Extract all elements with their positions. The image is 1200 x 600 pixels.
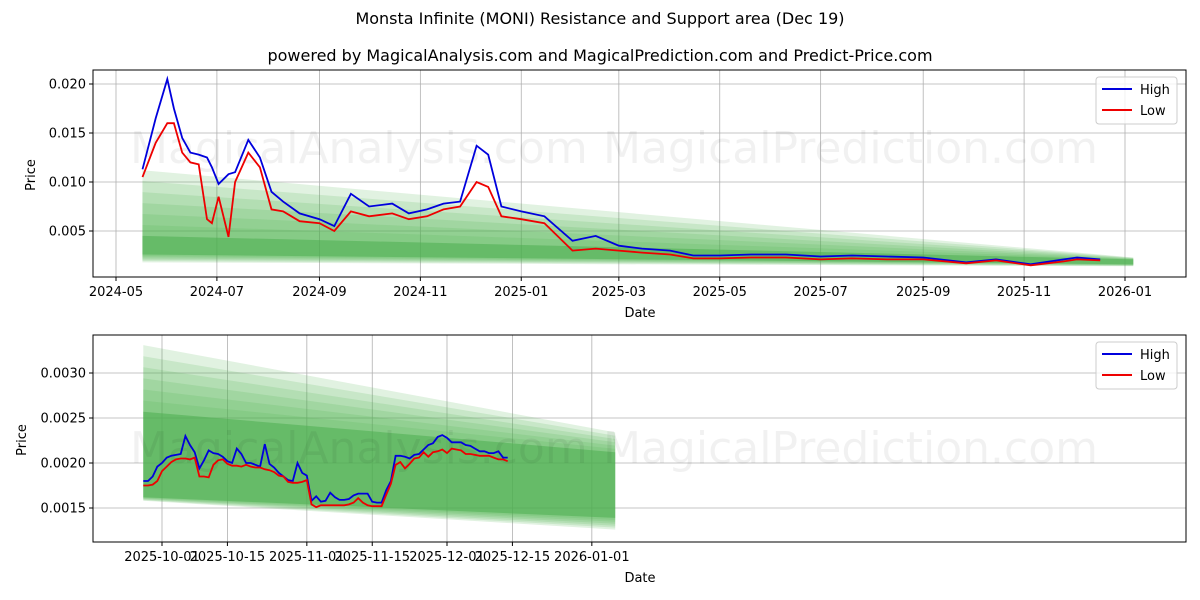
x-tick-label: 2024-07 [190, 285, 244, 300]
x-tick-label: 2025-12-15 [475, 550, 551, 565]
top-support-resistance-bands [142, 170, 1134, 267]
x-tick-label: 2026-01 [1098, 285, 1152, 300]
top-price-chart: MagicalAnalysis.com MagicalPrediction.co… [24, 69, 1187, 321]
watermark-top-left: MagicalAnalysis.com [130, 123, 588, 174]
legend-high-label: High [1140, 348, 1170, 363]
y-tick-label: 0.010 [49, 176, 86, 191]
top-low-line [141, 122, 1101, 267]
bottom-y-axis: 0.0015 0.0020 0.0025 0.0030 [41, 367, 93, 517]
bottom-y-axis-label: Price [15, 424, 30, 456]
legend-low-label: Low [1140, 369, 1166, 384]
bottom-high-line [143, 433, 508, 504]
top-x-axis: 2024-05 2024-07 2024-09 2024-11 2025-01 2025-… [89, 277, 1152, 300]
y-tick-label: 0.015 [49, 127, 86, 142]
top-high-line [141, 75, 1101, 266]
x-tick-label: 2024-11 [393, 285, 447, 300]
bottom-price-chart: MagicalAnalysis.com MagicalPrediction.co… [15, 334, 1187, 586]
x-tick-label: 2025-11-01 [269, 550, 345, 565]
x-tick-label: 2025-10-15 [190, 550, 266, 565]
chart-subtitle: powered by MagicalAnalysis.com and Magic… [267, 46, 933, 65]
top-legend: High Low [1095, 76, 1178, 125]
legend-high-label: High [1140, 83, 1170, 98]
x-tick-label: 2024-09 [292, 285, 346, 300]
x-tick-label: 2026-01-01 [554, 550, 630, 565]
x-tick-label: 2024-05 [89, 285, 143, 300]
bottom-legend: High Low [1095, 341, 1178, 390]
top-y-axis: 0.005 0.010 0.015 0.020 [49, 78, 93, 240]
x-tick-label: 2025-09 [896, 285, 950, 300]
x-tick-label: 2025-03 [592, 285, 646, 300]
watermark-bottom-right: MagicalPrediction.com [603, 423, 1098, 474]
watermark-bottom-left: MagicalAnalysis.com [130, 423, 588, 474]
bottom-plot-frame [92, 334, 1187, 543]
y-tick-label: 0.0025 [41, 412, 87, 427]
x-tick-label: 2025-07 [793, 285, 847, 300]
y-tick-label: 0.0015 [41, 502, 87, 517]
x-tick-label: 2025-05 [693, 285, 747, 300]
watermark-top-right: MagicalPrediction.com [603, 123, 1098, 174]
x-tick-label: 2025-10-01 [124, 550, 200, 565]
x-tick-label: 2025-11-15 [334, 550, 410, 565]
x-tick-label: 2025-12-01 [409, 550, 485, 565]
bottom-x-axis-label: Date [624, 571, 655, 586]
x-tick-label: 2025-11 [997, 285, 1051, 300]
top-plot-frame [92, 69, 1187, 278]
top-x-axis-label: Date [624, 306, 655, 321]
y-tick-label: 0.020 [49, 78, 86, 93]
chart-title: Monsta Infinite (MONI) Resistance and Su… [355, 9, 845, 28]
bottom-support-resistance-bands [143, 345, 616, 530]
bottom-low-line [143, 447, 509, 509]
y-tick-label: 0.0030 [41, 367, 87, 382]
y-tick-label: 0.0020 [41, 457, 87, 472]
top-y-axis-label: Price [24, 159, 39, 191]
y-tick-label: 0.005 [49, 225, 86, 240]
legend-low-label: Low [1140, 104, 1166, 119]
x-tick-label: 2025-01 [494, 285, 548, 300]
